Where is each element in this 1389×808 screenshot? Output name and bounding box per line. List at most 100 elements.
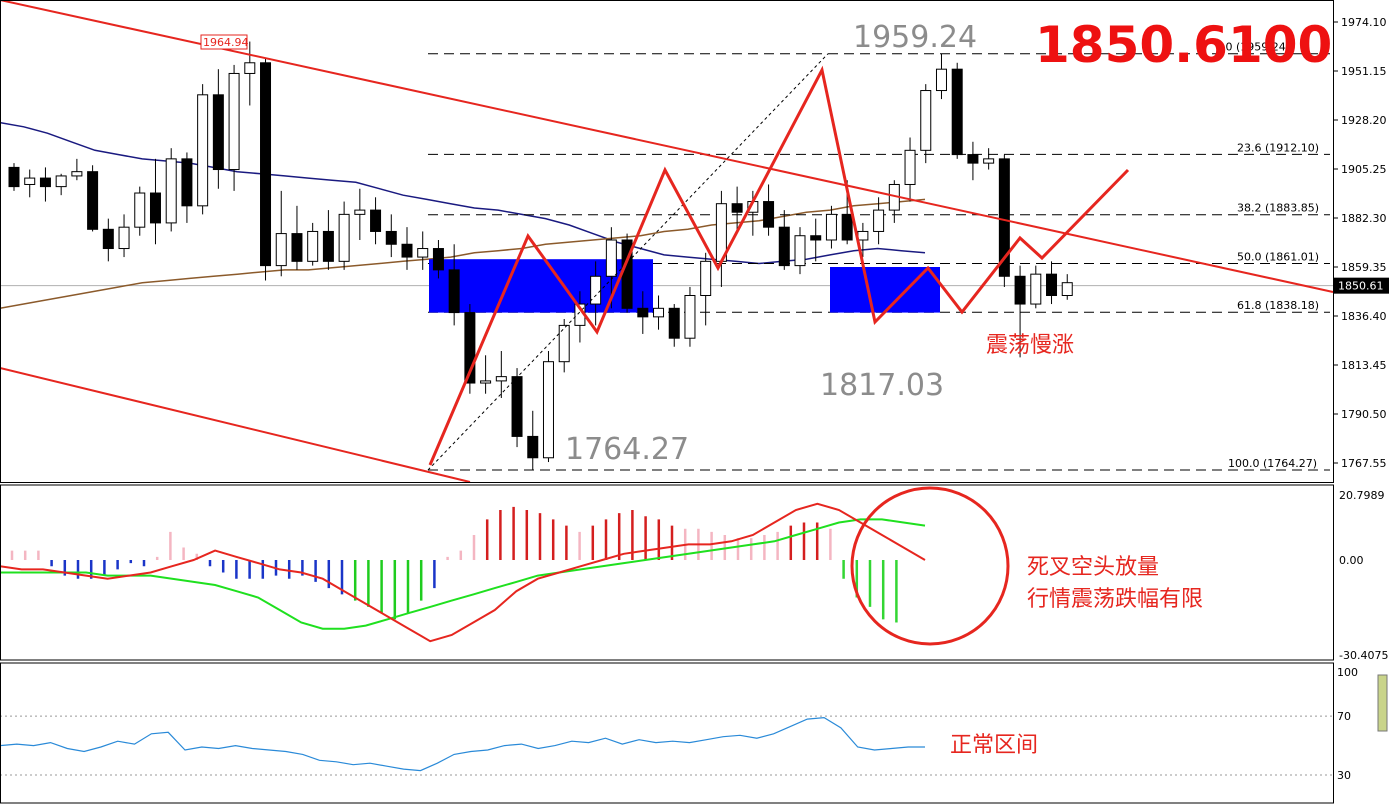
candle-body — [874, 210, 884, 231]
candle-body — [9, 167, 19, 186]
candle — [166, 148, 176, 231]
candle — [968, 142, 978, 180]
candle-body — [638, 308, 648, 317]
macd-fast-line — [0, 504, 925, 641]
candle — [701, 253, 711, 326]
candle — [654, 296, 664, 330]
candle — [88, 165, 98, 231]
candle-body — [88, 172, 98, 230]
price-tick-label: 1859.35 — [1341, 261, 1387, 274]
candle — [952, 63, 962, 159]
candle-body — [496, 377, 506, 381]
candle-body — [936, 69, 946, 90]
candle-body — [198, 95, 208, 206]
candle-body — [355, 210, 365, 214]
candle-body — [402, 244, 412, 257]
recent-low-label: 1817.03 — [820, 368, 944, 403]
candle — [528, 411, 538, 470]
candle — [543, 351, 553, 462]
candle — [182, 152, 192, 222]
candle — [811, 219, 821, 262]
candle-body — [1015, 276, 1025, 304]
candle — [1047, 261, 1057, 304]
candle-body — [449, 270, 459, 313]
candle-body — [182, 159, 192, 206]
candle-body — [72, 172, 82, 176]
macd-note-line2: 行情震荡跌幅有限 — [1027, 587, 1203, 612]
price-tick-label: 1951.15 — [1341, 65, 1387, 78]
candle-body — [921, 91, 931, 151]
candle-body — [481, 381, 491, 383]
candle-body — [1031, 274, 1041, 304]
candle-body — [701, 261, 711, 295]
candle-body — [40, 178, 50, 187]
macd-tick-label: 0.00 — [1339, 554, 1364, 567]
rsi-panel-frame — [1, 663, 1334, 803]
price-tick-label: 1928.20 — [1341, 114, 1387, 127]
current-price-tag: 1850.61 — [1338, 280, 1384, 293]
candle — [276, 191, 286, 276]
candle-body — [150, 193, 160, 223]
candle-body — [56, 176, 66, 187]
candle-body — [764, 202, 774, 228]
candle-body — [606, 240, 616, 276]
candle — [119, 214, 129, 257]
candle — [622, 234, 632, 313]
low-price-label: 1764.27 — [565, 432, 689, 467]
candle-body — [135, 193, 145, 227]
candle-body — [371, 210, 381, 231]
candle — [512, 368, 522, 447]
candle — [418, 231, 428, 269]
candle — [261, 59, 271, 281]
rsi-panel — [0, 716, 1333, 775]
candle — [496, 351, 506, 398]
candle — [1031, 266, 1041, 309]
candle-body — [103, 229, 113, 248]
candle-body — [968, 155, 978, 164]
candle — [905, 138, 915, 202]
candle-body — [386, 231, 396, 244]
candle-body — [119, 227, 129, 248]
candle-body — [1047, 274, 1057, 295]
candle — [889, 180, 899, 223]
fib-label: 50.0 (1861.01) — [1237, 250, 1319, 263]
candle-body — [795, 236, 805, 266]
candle — [371, 197, 381, 244]
candle-body — [292, 234, 302, 262]
candle-body — [952, 69, 962, 154]
candle — [921, 84, 931, 163]
price-tick-label: 1882.30 — [1341, 212, 1387, 225]
candle — [245, 42, 255, 106]
candle — [40, 167, 50, 201]
macd-tick-label: 20.7989 — [1339, 489, 1385, 502]
candle — [481, 355, 491, 393]
candle — [685, 287, 695, 347]
candle-body — [166, 159, 176, 223]
candle — [9, 163, 19, 191]
descending-support-line — [0, 368, 470, 482]
current-price-display: 1850.6100 — [1035, 16, 1332, 74]
rsi-tick-label: 100 — [1337, 666, 1358, 679]
rsi-tick-label: 30 — [1337, 769, 1351, 782]
price-tick-label: 1790.50 — [1341, 408, 1387, 421]
candle-body — [528, 436, 538, 457]
candle — [779, 210, 789, 270]
candle-body — [276, 234, 286, 266]
candle-body — [339, 214, 349, 261]
candle — [56, 174, 66, 195]
volume-meter — [1378, 675, 1387, 731]
candle-body — [418, 249, 428, 258]
candle-body — [308, 231, 318, 261]
candle-body — [559, 325, 569, 361]
candle — [795, 227, 805, 274]
candle — [559, 319, 569, 372]
fibonacci-levels: .0 (1959.24)23.6 (1912.10)38.2 (1883.85)… — [428, 41, 1330, 470]
candle-body — [323, 231, 333, 261]
candle — [150, 159, 160, 244]
fib-label: 23.6 (1912.10) — [1237, 141, 1319, 154]
candle — [135, 187, 145, 236]
candle-body — [669, 308, 679, 338]
candle — [72, 159, 82, 180]
